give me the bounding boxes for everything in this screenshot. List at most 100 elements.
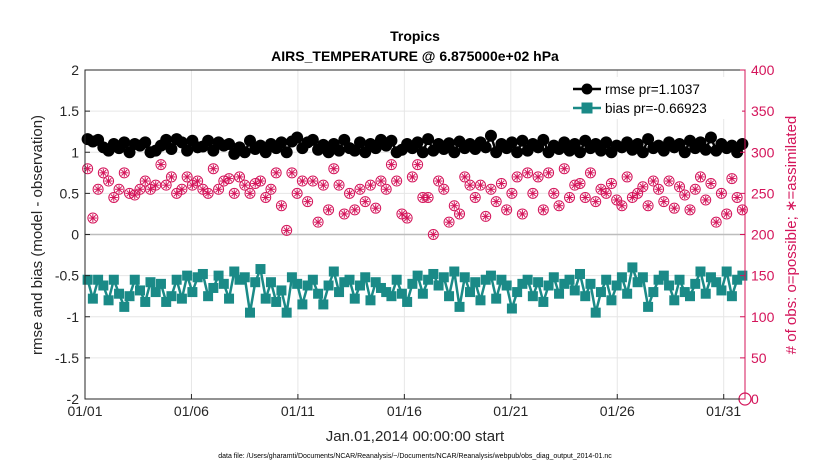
obs-possible-point xyxy=(244,187,256,199)
obs-possible-point xyxy=(406,171,418,183)
bias-point xyxy=(590,307,601,318)
bias-point xyxy=(218,278,229,289)
bias-point xyxy=(82,274,93,285)
bias-point xyxy=(260,293,271,304)
y-right-tick-label: 0 xyxy=(751,391,759,407)
obs-assimilated-point xyxy=(287,168,296,177)
bias-point xyxy=(554,288,565,299)
bias-point xyxy=(239,272,250,283)
obs-assimilated-point xyxy=(670,204,679,213)
bias-point xyxy=(679,287,690,298)
obs-assimilated-point xyxy=(94,185,103,194)
bias-point xyxy=(449,266,460,277)
obs-possible-point xyxy=(705,178,717,190)
obs-assimilated-point xyxy=(455,209,464,218)
rmse-point xyxy=(223,138,236,151)
obs-assimilated-point xyxy=(654,185,663,194)
rmse-point xyxy=(678,146,691,159)
obs-possible-point xyxy=(548,187,560,199)
obs-assimilated-point xyxy=(172,189,181,198)
obs-assimilated-point xyxy=(376,177,385,186)
obs-assimilated-point xyxy=(576,179,584,188)
obs-possible-point xyxy=(265,183,277,195)
y-left-tick-label: 0.5 xyxy=(60,185,80,201)
bias-point xyxy=(465,287,475,298)
obs-assimilated-point xyxy=(706,179,715,188)
obs-assimilated-point xyxy=(445,218,454,227)
rmse-point xyxy=(511,146,524,159)
obs-assimilated-point xyxy=(162,181,171,190)
obs-assimilated-point xyxy=(623,172,632,181)
obs-possible-point xyxy=(715,187,727,199)
obs-possible-point xyxy=(349,204,361,216)
x-axis-ticks: 01/01 01/06 01/11 01/16 01/21 01/26 01/31 xyxy=(67,394,741,419)
obs-possible-point xyxy=(543,167,555,179)
obs-possible-point xyxy=(207,163,219,175)
bias-point xyxy=(569,285,580,296)
obs-possible-point xyxy=(694,171,706,183)
obs-assimilated-point xyxy=(513,172,522,181)
obs-possible-point xyxy=(364,179,376,191)
obs-possible-point xyxy=(469,191,481,203)
bias-point xyxy=(616,272,627,283)
obs-possible-point xyxy=(139,175,151,187)
bias-point xyxy=(491,293,502,304)
obs-possible-point xyxy=(344,187,356,199)
bias-point xyxy=(407,278,418,289)
obs-possible-point xyxy=(391,175,403,187)
obs-assimilated-point xyxy=(240,181,249,190)
obs-assimilated-point xyxy=(356,185,364,194)
bias-point xyxy=(192,272,203,283)
y-left-tick-label: 2 xyxy=(71,62,79,78)
obs-possible-point xyxy=(385,159,397,171)
obs-possible-point xyxy=(213,183,225,195)
bias-point xyxy=(575,268,585,279)
obs-assimilated-point xyxy=(717,189,726,198)
rmse-point xyxy=(422,133,435,146)
obs-assimilated-point xyxy=(209,164,218,173)
obs-possible-point xyxy=(359,196,371,208)
obs-assimilated-point xyxy=(507,189,516,198)
obs-assimilated-point xyxy=(602,189,611,198)
bias-point xyxy=(203,291,214,302)
rmse-point xyxy=(416,146,429,159)
obs-assimilated-point xyxy=(361,197,370,206)
rmse-point xyxy=(385,134,398,147)
bias-point xyxy=(386,291,397,302)
chart-title-line2: AIRS_TEMPERATURE @ 6.875000e+02 hPa xyxy=(271,48,559,64)
obs-assimilated-point xyxy=(591,197,600,206)
rmse-point xyxy=(443,137,456,150)
obs-assimilated-point xyxy=(230,189,239,198)
obs-possible-point xyxy=(380,183,392,195)
bias-point xyxy=(129,274,140,285)
obs-assimilated-point xyxy=(659,197,668,206)
y-left-tick-label: 1.5 xyxy=(60,103,80,119)
bias-point xyxy=(119,301,130,312)
obs-assimilated-point xyxy=(727,174,736,183)
obs-assimilated-point xyxy=(450,201,459,210)
bias-point xyxy=(208,282,219,293)
bias-point xyxy=(360,272,371,283)
obs-possible-point xyxy=(302,196,314,208)
obs-assimilated-point xyxy=(544,168,553,177)
obs-assimilated-point xyxy=(382,185,391,194)
rmse-point xyxy=(118,136,131,149)
obs-assimilated-point xyxy=(481,212,490,221)
obs-assimilated-point xyxy=(413,160,422,169)
obs-possible-point xyxy=(689,183,701,195)
obs-assimilated-point xyxy=(617,201,626,210)
bias-point xyxy=(711,277,722,288)
bias-point xyxy=(732,274,743,285)
bias-point xyxy=(87,293,98,304)
chart-title-line1: Tropics xyxy=(390,28,440,44)
obs-assimilated-point xyxy=(387,160,396,169)
bias-point xyxy=(559,278,570,289)
x-axis-label: Jan.01,2014 00:00:00 start xyxy=(326,428,505,445)
obs-assimilated-point xyxy=(246,189,254,198)
obs-assimilated-point xyxy=(722,209,731,218)
bias-point xyxy=(475,295,486,306)
y-axis-right-label: # of obs: o=possible; ∗=assimilated xyxy=(783,116,800,355)
bias-point xyxy=(622,288,633,299)
obs-assimilated-point xyxy=(371,204,380,213)
obs-assimilated-point xyxy=(649,177,658,186)
